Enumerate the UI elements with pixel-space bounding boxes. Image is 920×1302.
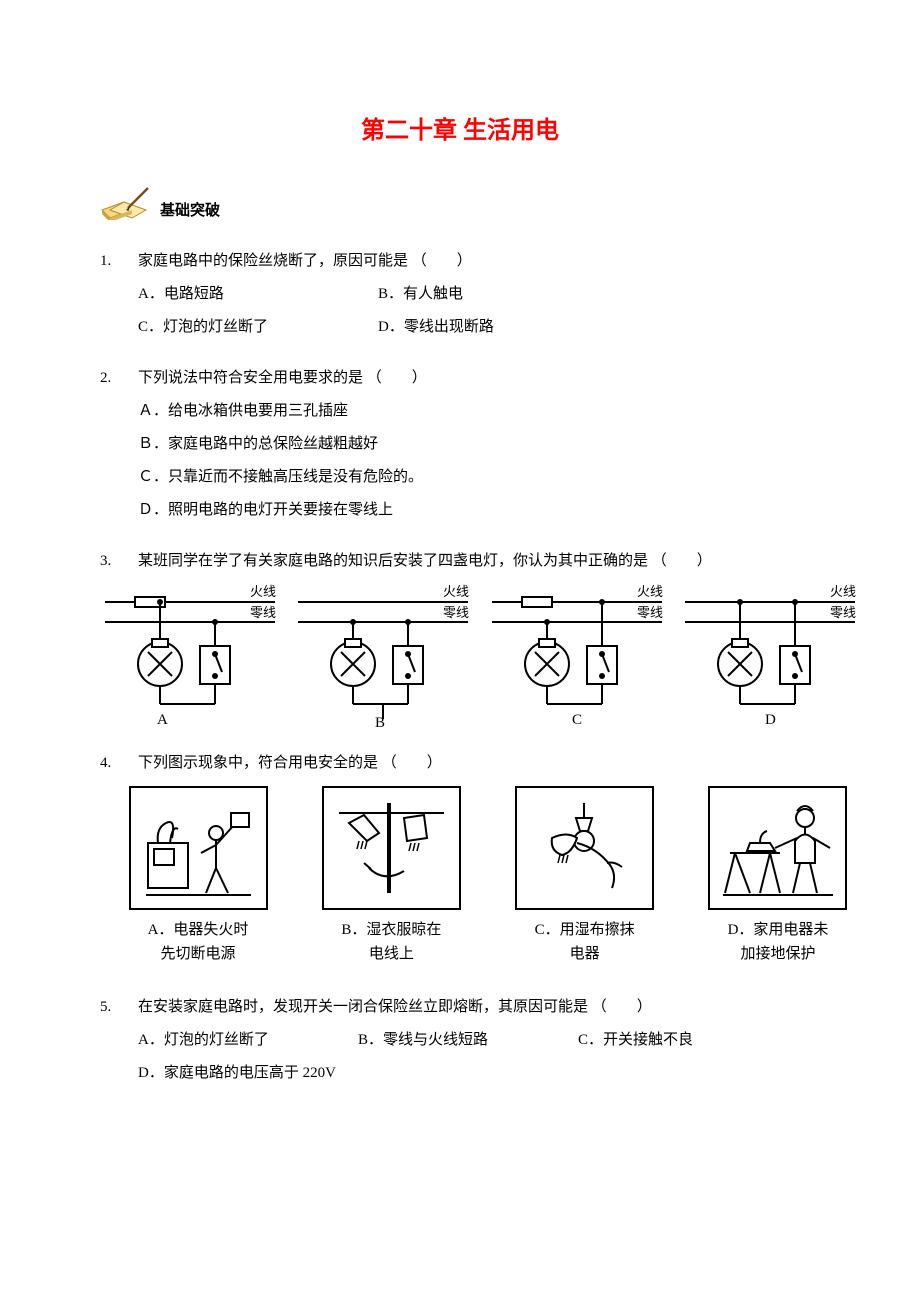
q4-option-d: D．家用电器未 加接地保护 xyxy=(698,786,858,966)
svg-text:火线: 火线 xyxy=(830,584,856,599)
question-3: 3. 某班同学在学了有关家庭电路的知识后安装了四盏电灯，你认为其中正确的是 （ … xyxy=(100,545,820,729)
option-c: Ｃ．只靠近而不接触高压线是没有危险的。 xyxy=(138,461,820,494)
svg-text:零线: 零线 xyxy=(830,605,856,620)
circuit-diagram-row: 火线 零线 xyxy=(100,584,860,729)
question-number: 2. xyxy=(100,362,138,527)
svg-text:火线: 火线 xyxy=(250,584,276,599)
q4-image-row: A．电器失火时 先切断电源 xyxy=(118,786,858,966)
question-stem: 某班同学在学了有关家庭电路的知识后安装了四盏电灯，你认为其中正确的是 （ ） xyxy=(138,545,860,578)
svg-text:火线: 火线 xyxy=(637,584,663,599)
option-d: Ｄ．照明电路的电灯开关要接在零线上 xyxy=(138,494,820,527)
option-d: D．家庭电路的电压高于 220V xyxy=(138,1057,458,1090)
q4-image-d xyxy=(708,786,847,910)
chapter-title: 第二十章 生活用电 xyxy=(100,110,820,145)
svg-text:零线: 零线 xyxy=(637,605,663,620)
option-d-line1: D．家用电器未 xyxy=(728,922,829,938)
circuit-option-a: 火线 零线 xyxy=(100,584,280,729)
question-stem: 下列图示现象中，符合用电安全的是 （ ） xyxy=(138,747,858,780)
question-number: 1. xyxy=(100,245,138,344)
option-a-line2: 先切断电源 xyxy=(160,946,235,962)
option-b: Ｂ．家庭电路中的总保险丝越粗越好 xyxy=(138,428,820,461)
question-4: 4. 下列图示现象中，符合用电安全的是 （ ） xyxy=(100,747,820,966)
option-c-line1: C．用湿布擦抹 xyxy=(535,922,635,938)
svg-text:D: D xyxy=(765,712,776,728)
option-c-line2: 电器 xyxy=(570,946,600,962)
question-5: 5. 在安装家庭电路时，发现开关一闭合保险丝立即熔断，其原因可能是 （ ） A．… xyxy=(100,991,820,1090)
option-a: A．电路短路 xyxy=(138,278,378,311)
q4-option-a: A．电器失火时 先切断电源 xyxy=(118,786,278,966)
question-2: 2. 下列说法中符合安全用电要求的是 （ ） Ａ．给电冰箱供电要用三孔插座 Ｂ．… xyxy=(100,362,820,527)
option-a-line1: A．电器失火时 xyxy=(148,922,249,938)
question-number: 5. xyxy=(100,991,138,1090)
section-header: 基础突破 xyxy=(100,180,820,220)
svg-text:A: A xyxy=(157,712,168,728)
svg-text:火线: 火线 xyxy=(443,584,469,599)
option-c: C．开关接触不良 xyxy=(578,1024,798,1057)
q4-image-a xyxy=(129,786,268,910)
circuit-option-c: 火线 零线 xyxy=(487,584,667,729)
option-b-line1: B．湿衣服晾在 xyxy=(341,922,441,938)
question-list: 1. 家庭电路中的保险丝烧断了，原因可能是 （ ） A．电路短路 B．有人触电 … xyxy=(100,245,820,1090)
page: 第二十章 生活用电 基础突破 1. 家庭电路中的保险丝烧断了，原因可能是 （ ）… xyxy=(0,0,920,1188)
notebook-icon xyxy=(100,180,155,220)
svg-text:零线: 零线 xyxy=(250,605,276,620)
question-stem: 在安装家庭电路时，发现开关一闭合保险丝立即熔断，其原因可能是 （ ） xyxy=(138,991,820,1024)
option-d-line2: 加接地保护 xyxy=(740,946,815,962)
q4-option-c: C．用湿布擦抹 电器 xyxy=(505,786,665,966)
option-b: B．有人触电 xyxy=(378,278,618,311)
question-stem: 家庭电路中的保险丝烧断了，原因可能是 （ ） xyxy=(138,245,820,278)
q4-image-b xyxy=(322,786,461,910)
section-header-text: 基础突破 xyxy=(160,199,220,220)
option-c: C．灯泡的灯丝断了 xyxy=(138,311,378,344)
option-a: A．灯泡的灯丝断了 xyxy=(138,1024,358,1057)
option-b: B．零线与火线短路 xyxy=(358,1024,578,1057)
question-stem: 下列说法中符合安全用电要求的是 （ ） xyxy=(138,362,820,395)
svg-text:零线: 零线 xyxy=(443,605,469,620)
circuit-option-d: 火线 零线 xyxy=(680,584,860,729)
option-b-line2: 电线上 xyxy=(369,946,414,962)
option-a: Ａ．给电冰箱供电要用三孔插座 xyxy=(138,395,820,428)
option-d: D．零线出现断路 xyxy=(378,311,618,344)
q4-image-c xyxy=(515,786,654,910)
circuit-option-b: 火线 零线 xyxy=(293,584,473,729)
q4-option-b: B．湿衣服晾在 电线上 xyxy=(311,786,471,966)
svg-text:B: B xyxy=(375,715,385,729)
svg-text:C: C xyxy=(572,712,582,728)
question-1: 1. 家庭电路中的保险丝烧断了，原因可能是 （ ） A．电路短路 B．有人触电 … xyxy=(100,245,820,344)
